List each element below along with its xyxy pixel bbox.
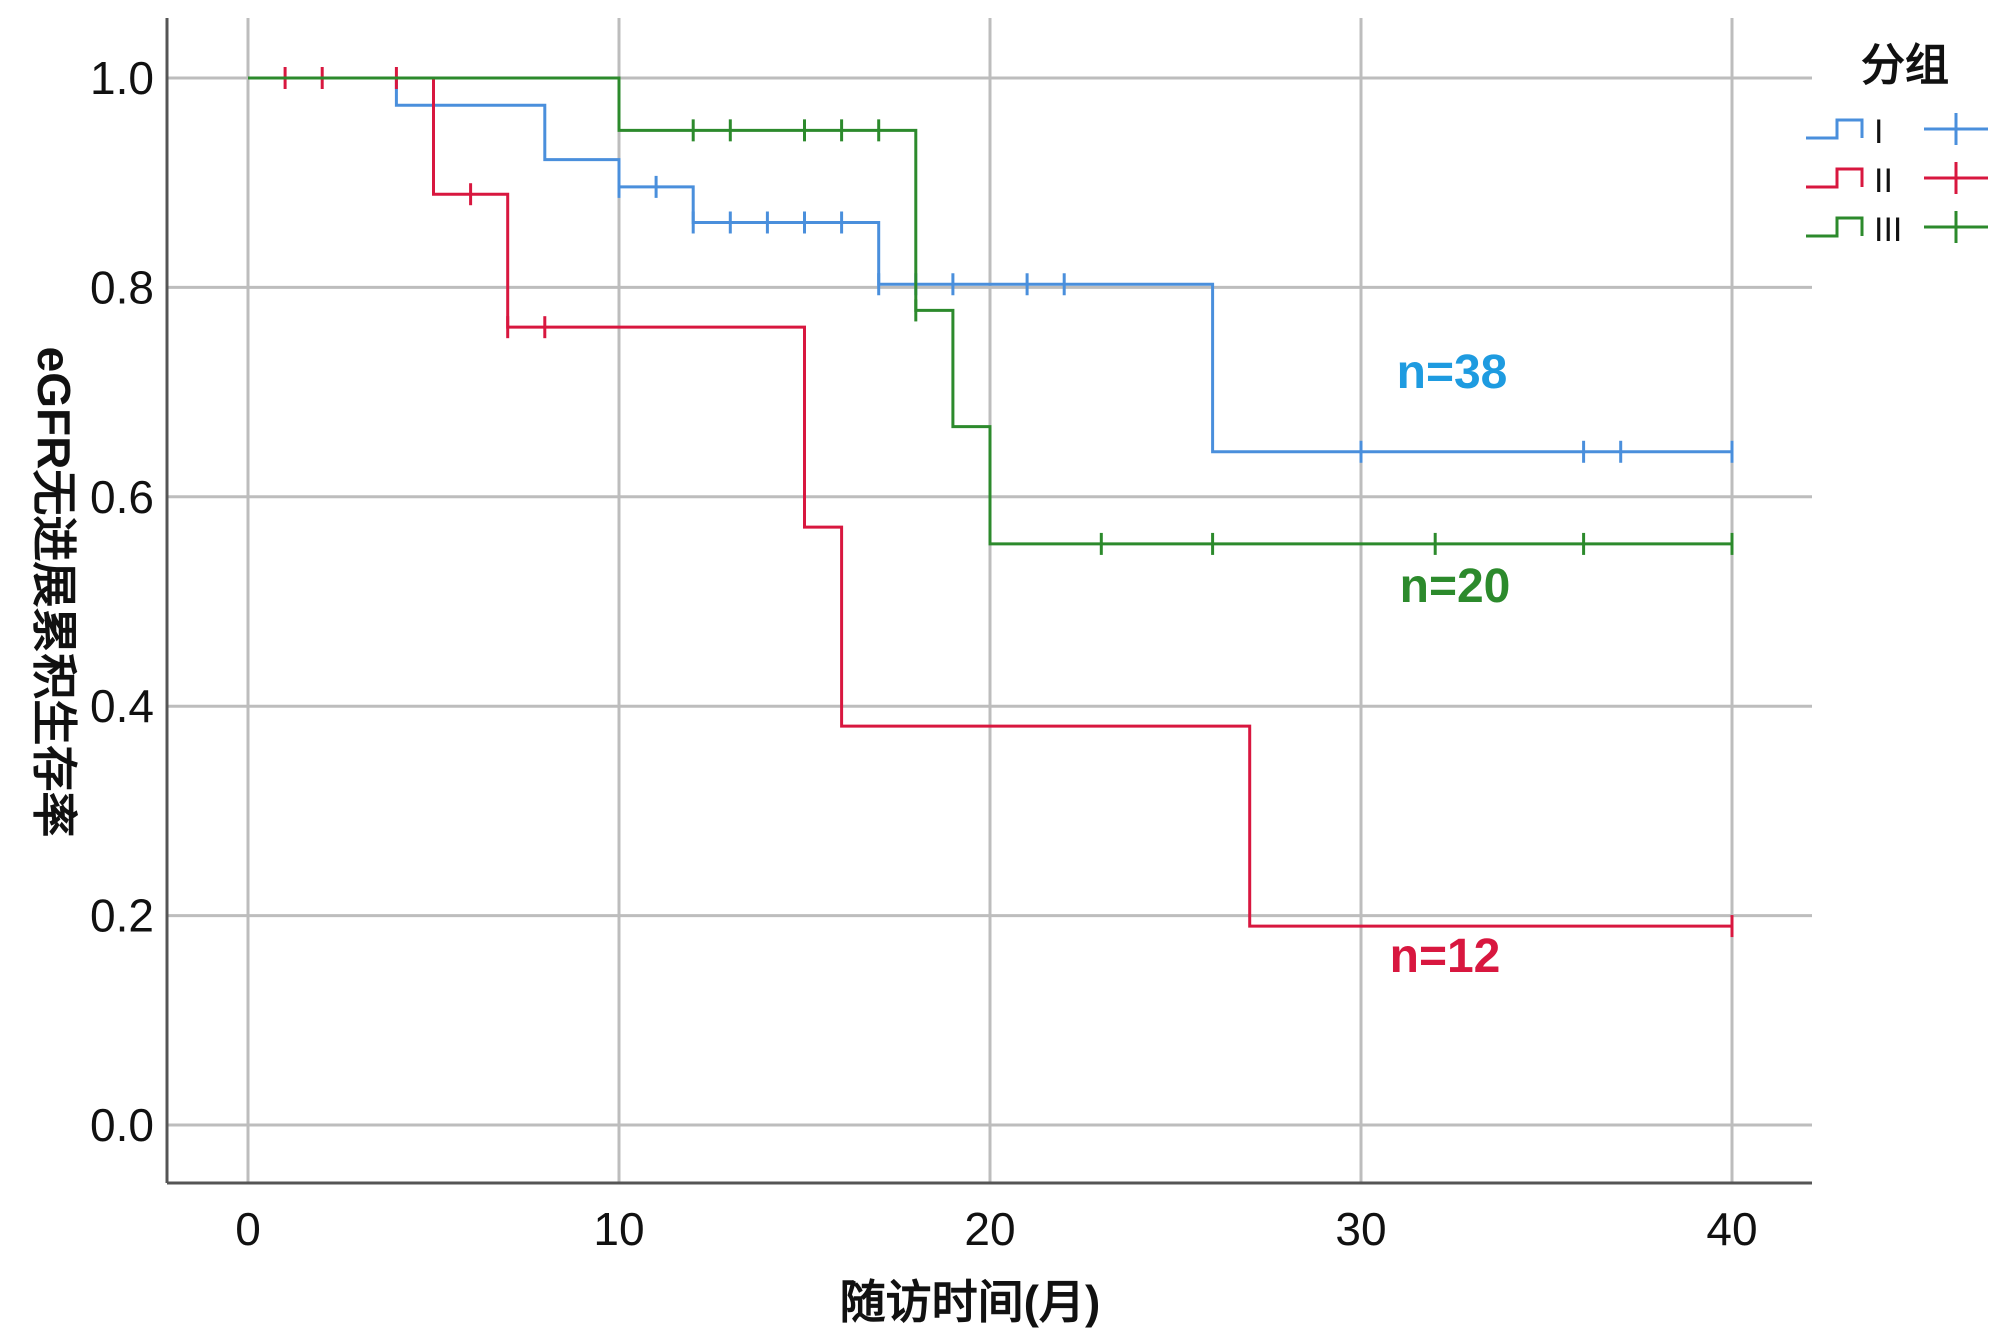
km-curve-group-iii <box>248 76 1732 546</box>
y-tick-label-0: 0.0 <box>90 1099 154 1151</box>
n-labels: n=38 n=12 n=20 <box>1390 346 1511 983</box>
tick-labels: 0 10 20 30 40 0.0 0.2 0.4 0.6 0.8 1.0 <box>90 52 1758 1255</box>
legend-step-icon-iii <box>1806 216 1864 238</box>
x-tick-label-40: 40 <box>1706 1203 1757 1255</box>
x-tick-label-0: 0 <box>235 1203 261 1255</box>
axes <box>165 18 1812 1185</box>
legend-label-iii: III <box>1874 211 1902 249</box>
legend-step-icon-ii <box>1806 167 1864 189</box>
y-tick-label-0-2: 0.2 <box>90 890 154 942</box>
y-axis-title: eGFR无进展累积生存率 <box>28 347 80 838</box>
y-tick-label-0-6: 0.6 <box>90 471 154 523</box>
y-tick-label-1: 1.0 <box>90 52 154 104</box>
legend-title: 分组 <box>1861 41 1949 90</box>
x-tick-label-20: 20 <box>964 1203 1015 1255</box>
legend-label-i: I <box>1874 113 1883 151</box>
n-label-iii: n=20 <box>1400 560 1511 613</box>
grid <box>167 18 1812 1183</box>
x-tick-label-10: 10 <box>593 1203 644 1255</box>
y-tick-label-0-4: 0.4 <box>90 680 154 732</box>
x-tick-label-30: 30 <box>1335 1203 1386 1255</box>
n-label-ii: n=12 <box>1390 930 1501 983</box>
y-tick-label-0-8: 0.8 <box>90 261 154 313</box>
legend-label-ii: II <box>1874 162 1893 200</box>
legend-step-icon-i <box>1806 118 1864 140</box>
series-group <box>248 67 1734 938</box>
n-label-i: n=38 <box>1397 346 1508 399</box>
x-axis-title: 随访时间(月) <box>840 1276 1101 1328</box>
km-curve-group-ii <box>248 76 1732 928</box>
